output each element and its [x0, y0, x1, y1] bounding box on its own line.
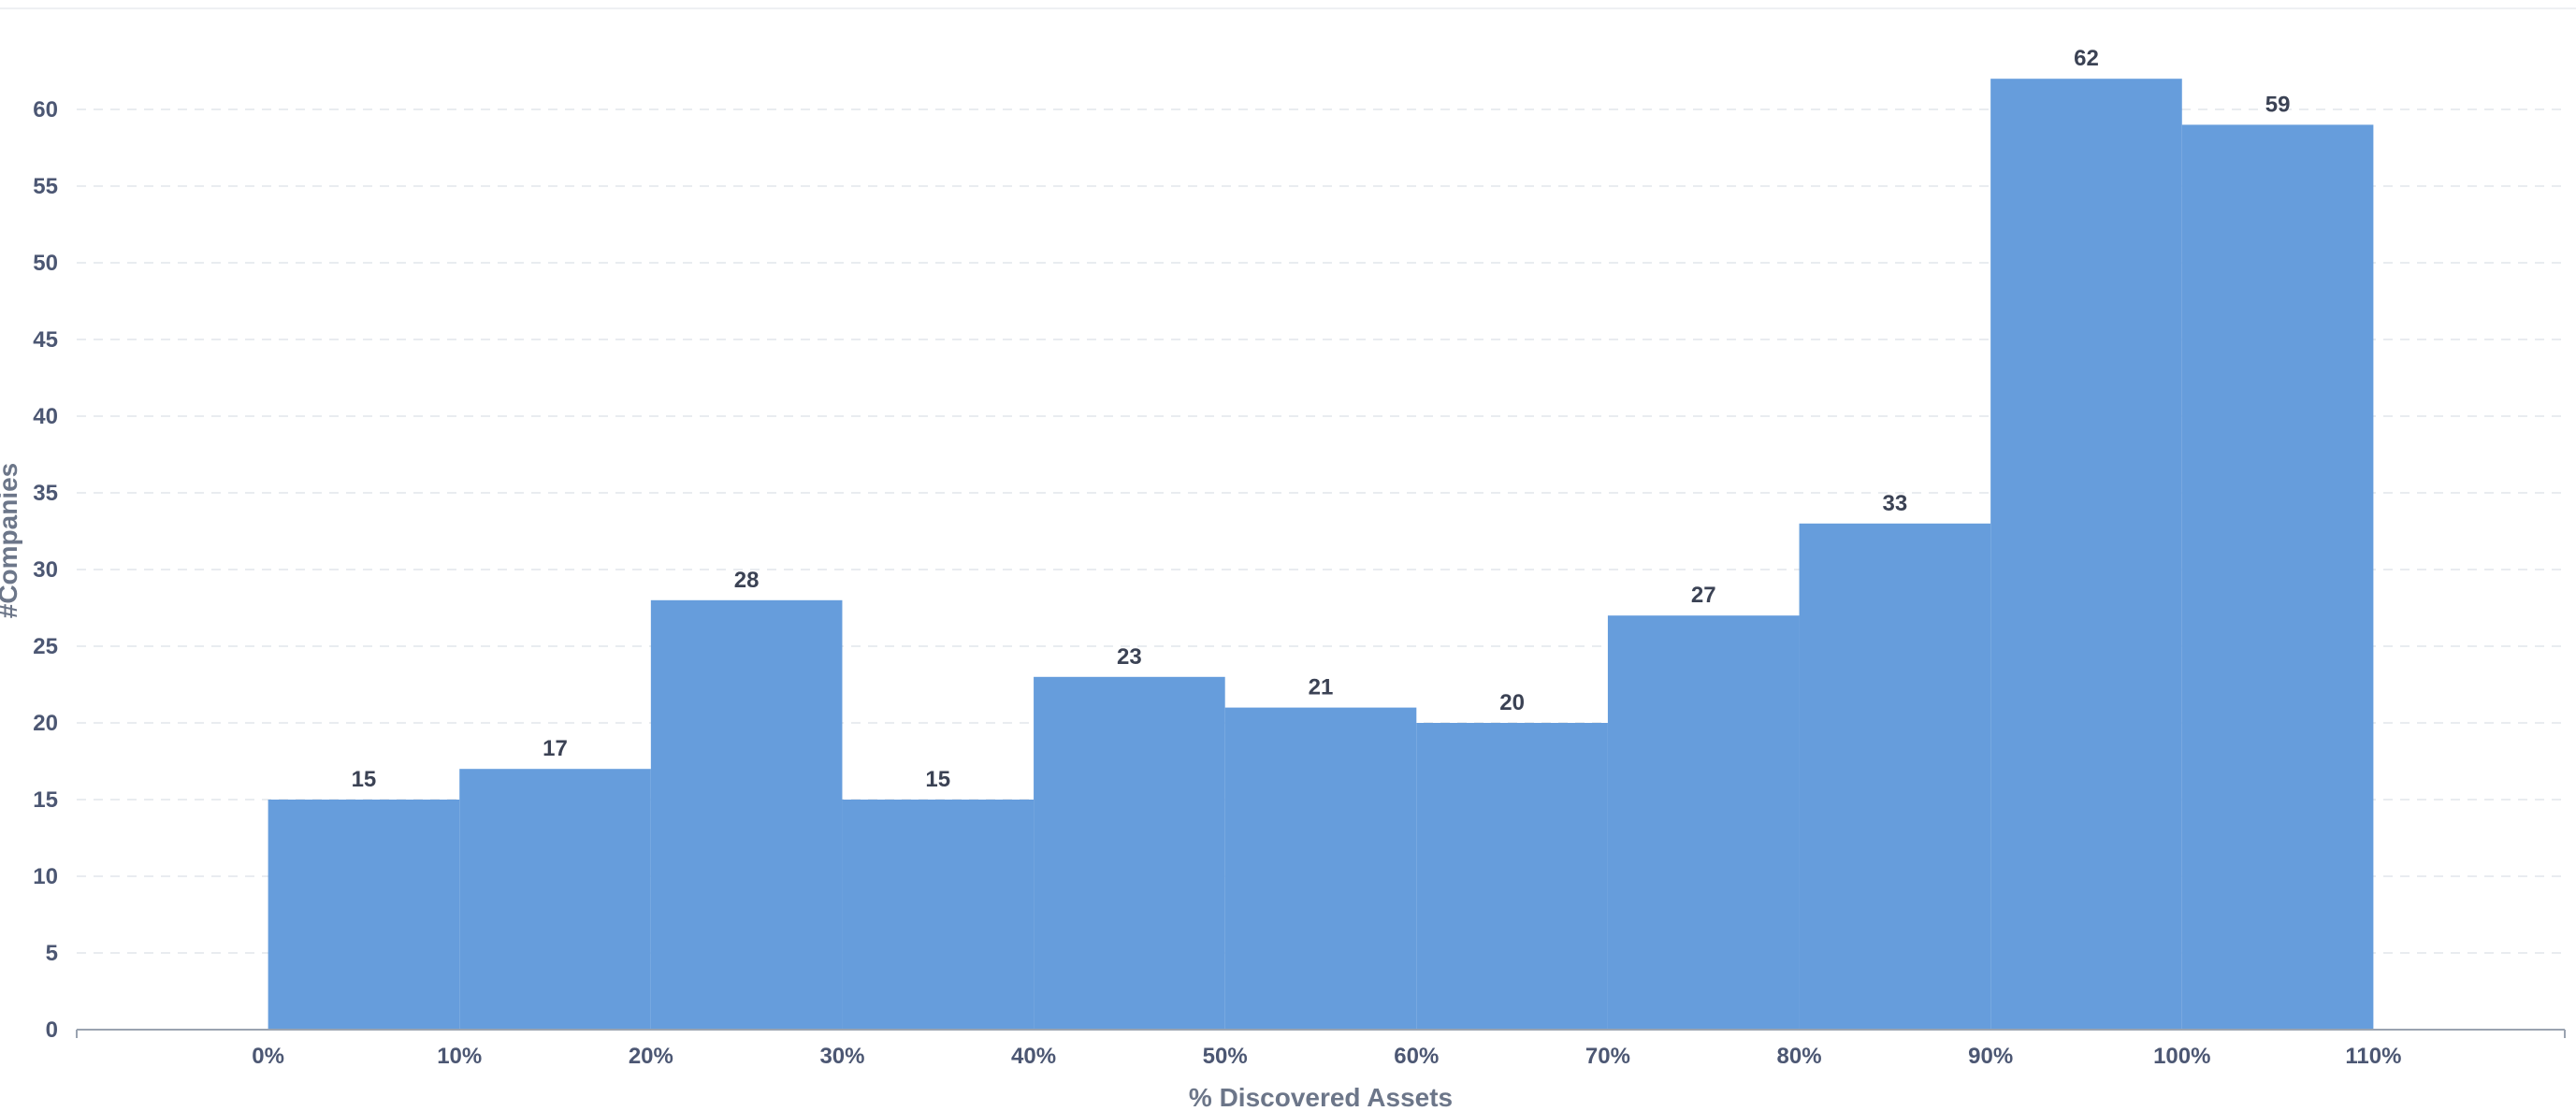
- y-tick-label: 5: [46, 941, 58, 966]
- x-tick-label: 60%: [1394, 1044, 1439, 1069]
- x-axis-title: % Discovered Assets: [1189, 1083, 1453, 1111]
- x-tick-label: 20%: [629, 1044, 673, 1069]
- x-tick-label: 70%: [1585, 1044, 1630, 1069]
- bar: [1416, 723, 1608, 1030]
- data-label: 28: [734, 568, 760, 593]
- data-label: 62: [2074, 46, 2099, 71]
- axes: 0 5 10 15 20 25 30 35 40 45 50 55 60 0% 10% 20% 30% 40% 50…: [33, 97, 2566, 1069]
- bar: [459, 769, 651, 1030]
- x-tick-label: 100%: [2153, 1044, 2210, 1069]
- data-label: 59: [2265, 92, 2291, 117]
- y-tick-label: 25: [33, 634, 58, 659]
- bar: [2181, 124, 2374, 1030]
- y-axis-title: #Companies: [0, 463, 22, 619]
- data-labels: 15 17 28 15 23 21 20 27 33 62 59: [352, 46, 2291, 792]
- bars: [268, 79, 2374, 1030]
- y-tick-label: 50: [33, 251, 58, 276]
- bar: [842, 800, 1035, 1030]
- y-tick-label: 20: [33, 711, 58, 736]
- y-tick-label: 40: [33, 404, 58, 429]
- bar: [1224, 707, 1417, 1030]
- bar: [650, 599, 843, 1030]
- bar: [1990, 79, 2182, 1030]
- data-label: 27: [1691, 583, 1716, 608]
- x-tick-label: 110%: [2345, 1044, 2401, 1069]
- data-label: 17: [543, 736, 568, 761]
- y-tick-label: 55: [33, 174, 58, 199]
- data-label: 15: [925, 767, 950, 792]
- bar: [1607, 615, 1800, 1030]
- x-tick-label: 10%: [437, 1044, 482, 1069]
- x-tick-label: 50%: [1203, 1044, 1248, 1069]
- bar: [1799, 523, 1991, 1030]
- x-tick-label: 40%: [1011, 1044, 1056, 1069]
- x-tick-label: 0%: [252, 1044, 284, 1069]
- y-tick-label: 35: [33, 481, 58, 506]
- data-label: 21: [1309, 675, 1334, 700]
- bar: [1034, 676, 1225, 1030]
- y-tick-label: 10: [33, 864, 58, 889]
- y-tick-label: 60: [33, 97, 58, 123]
- x-tick-label: 30%: [819, 1044, 864, 1069]
- x-tick-label: 90%: [1968, 1044, 2013, 1069]
- data-label: 15: [352, 767, 377, 792]
- x-tick-label: 80%: [1777, 1044, 1822, 1069]
- data-label: 33: [1882, 491, 1907, 516]
- y-tick-label: 0: [46, 1017, 58, 1043]
- data-label: 23: [1117, 644, 1142, 670]
- y-tick-label: 45: [33, 327, 58, 353]
- y-tick-label: 30: [33, 557, 58, 583]
- bar: [268, 800, 460, 1030]
- y-tick-label: 15: [33, 787, 58, 813]
- data-label: 20: [1499, 690, 1525, 715]
